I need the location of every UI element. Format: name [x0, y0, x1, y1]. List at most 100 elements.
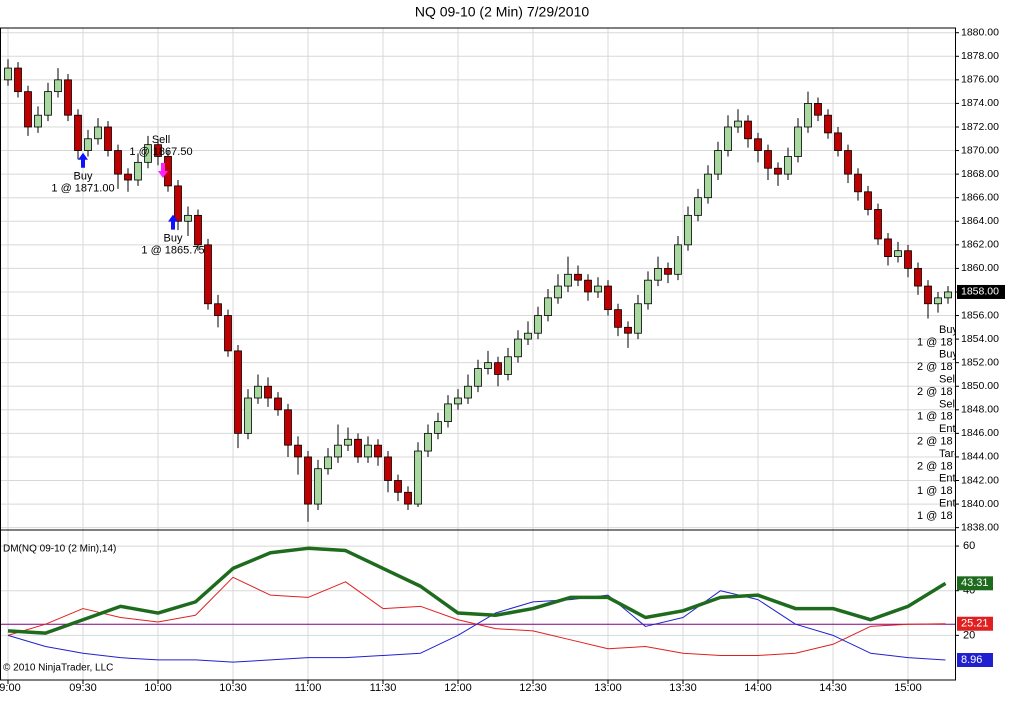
- x-tick-label: 13:30: [669, 682, 697, 694]
- y-tick-label: 1854.00: [961, 333, 999, 345]
- candle-body: [614, 309, 622, 328]
- candle-body: [144, 144, 152, 163]
- candle-body: [814, 103, 822, 116]
- candle-body: [544, 297, 552, 316]
- trade-label: Buy: [164, 233, 183, 245]
- last-value-label: 8.96: [961, 654, 982, 666]
- candle-body: [584, 279, 592, 293]
- candle-body: [44, 91, 52, 116]
- y-tick-label: 1866.00: [961, 191, 999, 203]
- y-tick-label: 1850.00: [961, 380, 999, 392]
- candle-body: [904, 250, 912, 269]
- candle-body: [854, 173, 862, 193]
- trade-label: Buy: [74, 171, 93, 183]
- candle-body: [154, 144, 162, 157]
- candle-body: [934, 297, 942, 305]
- y-tick-label: 1862.00: [961, 239, 999, 251]
- y-tick-label: 1880.00: [961, 26, 999, 38]
- y-tick-label: 1874.00: [961, 97, 999, 109]
- candle-body: [24, 91, 32, 128]
- indicator-line: [7, 546, 947, 635]
- candle-body: [664, 267, 672, 275]
- candle-body: [844, 150, 852, 175]
- candle-body: [444, 403, 452, 422]
- candle-body: [764, 150, 772, 169]
- y-tick-label: 20: [963, 629, 975, 641]
- candle-body: [124, 173, 132, 181]
- last-value-box: [957, 576, 993, 591]
- x-tick-label: 10:30: [219, 682, 247, 694]
- y-tick-label: 1860.00: [961, 262, 999, 274]
- candle-body: [374, 444, 382, 458]
- y-tick-label: 60: [963, 540, 975, 552]
- order-label: Entr: [939, 498, 960, 510]
- candle-body: [234, 350, 242, 434]
- indicator-frame: [0, 529, 956, 681]
- candle-body: [574, 273, 582, 281]
- order-label: Entr: [939, 423, 960, 435]
- candle-body: [484, 362, 492, 369]
- candle-body: [194, 214, 202, 246]
- y-tick-label: 1838.00: [961, 521, 999, 533]
- trade-label: Sell: [152, 134, 170, 146]
- indicator-title: DM(NQ 09-10 (2 Min),14): [3, 544, 116, 555]
- order-label: 2 @ 18: [917, 361, 953, 373]
- candle-body: [674, 244, 682, 275]
- y-tick-label: 1878.00: [961, 50, 999, 62]
- candle-body: [114, 150, 122, 175]
- candle-body: [274, 397, 282, 411]
- last-value-box: [957, 616, 993, 631]
- last-price-label: 1858.00: [961, 286, 999, 298]
- y-tick-label: 1870.00: [961, 144, 999, 156]
- x-tick-label: 13:00: [594, 682, 622, 694]
- candle-body: [454, 397, 462, 405]
- candle-body: [14, 67, 22, 93]
- candle-body: [334, 444, 342, 458]
- candle-body: [594, 285, 602, 293]
- candle-body: [84, 138, 92, 151]
- candle-body: [314, 468, 322, 505]
- y-tick-label: 1840.00: [961, 498, 999, 510]
- candle-body: [554, 285, 562, 299]
- candle-body: [364, 444, 372, 458]
- chart-title: NQ 09-10 (2 Min) 7/29/2010: [415, 4, 590, 20]
- last-value-box: [957, 653, 993, 667]
- candle-body: [474, 368, 482, 387]
- candle-body: [284, 409, 292, 446]
- candle-body: [654, 267, 662, 281]
- buy-arrow: [78, 152, 88, 168]
- y-tick-label: 1842.00: [961, 474, 999, 486]
- candle-body: [264, 385, 272, 399]
- candle-body: [624, 326, 632, 334]
- candle-body: [834, 132, 842, 151]
- candle-body: [184, 214, 192, 222]
- y-tick-label: 1844.00: [961, 451, 999, 463]
- candle-body: [524, 332, 532, 340]
- y-tick-label: 1846.00: [961, 427, 999, 439]
- candle-body: [864, 191, 872, 210]
- candle-body: [394, 480, 402, 493]
- candle-body: [744, 120, 752, 140]
- axes: 9:00 09:30 10:00 10:30 11:00 11:30 12:00 12:30 1…: [0, 26, 1005, 694]
- order-label: Buy: [939, 324, 958, 336]
- candle-body: [134, 161, 142, 181]
- candle-body: [754, 138, 762, 151]
- candle-body: [914, 267, 922, 287]
- candle-body: [174, 185, 182, 222]
- order-label: 1 @ 18: [917, 336, 953, 348]
- y-tick-label: 1848.00: [961, 404, 999, 416]
- last-value-label: 43.31: [961, 577, 989, 589]
- x-tick-label: 09:30: [69, 682, 97, 694]
- candle-body: [434, 421, 442, 434]
- x-tick-label: 12:00: [444, 682, 472, 694]
- candle-body: [104, 126, 112, 151]
- y-tick-label: 1864.00: [961, 215, 999, 227]
- y-tick-label: 1872.00: [961, 121, 999, 133]
- candle-body: [414, 450, 422, 505]
- order-label: 1 @ 18: [917, 510, 953, 522]
- candle-body: [794, 126, 802, 157]
- candle-body: [244, 397, 252, 434]
- order-label: 2 @ 18: [917, 460, 953, 472]
- candle-body: [74, 114, 82, 151]
